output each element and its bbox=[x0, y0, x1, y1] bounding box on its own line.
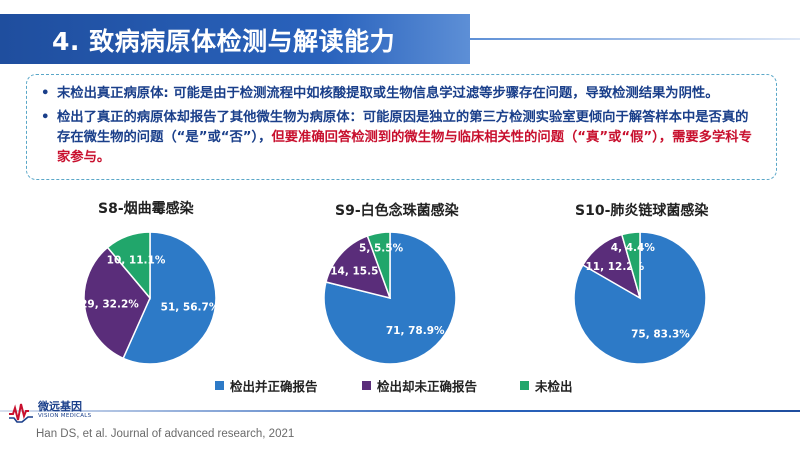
legend-swatch bbox=[520, 381, 529, 390]
legend-label: 检出并正确报告 bbox=[230, 379, 318, 394]
slice-not-detected bbox=[620, 231, 641, 299]
legend-item-reported-incorrectly: 检出却未正确报告 bbox=[362, 376, 477, 395]
pie-chart-s9: 71, 78.9% 14, 15.5% 5, 5.5% bbox=[323, 231, 457, 365]
company-logo: 微远基因 VISION MEDICALS bbox=[8, 398, 91, 428]
bullet-icon: • bbox=[41, 86, 50, 101]
note-item-2-text: 检出了真正的病原体却报告了其他微生物为病原体：可能原因是独立的第三方检测实验室更… bbox=[41, 108, 761, 168]
data-label: 5, 5.5% bbox=[359, 242, 404, 254]
slice-reported-correctly bbox=[122, 231, 217, 365]
legend-label: 未检出 bbox=[535, 379, 573, 394]
chart-title-s8: S8-烟曲霉感染 bbox=[98, 201, 194, 217]
logo-mark-icon bbox=[9, 403, 33, 423]
logo-text-zh: 微远基因 bbox=[38, 400, 82, 413]
slice-reported-incorrectly bbox=[83, 246, 151, 360]
slice-not-detected bbox=[106, 231, 151, 301]
note-item-2: • 检出了真正的病原体却报告了其他微生物为病原体：可能原因是独立的第三方检测实验… bbox=[41, 108, 761, 168]
legend-swatch bbox=[362, 381, 371, 390]
page-title: 4. 致病病原体检测与解读能力 bbox=[52, 27, 396, 56]
pie-chart-s10: 75, 83.3%11, 12.2%4, 4.4% bbox=[573, 231, 707, 365]
data-label: 29, 32.2% bbox=[80, 299, 139, 311]
logo-text-en: VISION MEDICALS bbox=[38, 413, 92, 419]
data-label: 14, 15.5% bbox=[330, 266, 389, 278]
footer-divider bbox=[0, 410, 800, 412]
note-item-2-highlight: 但要准确回答检测到的微生物与临床相关性的问题（“真”或“假”），需要多学科专家参… bbox=[57, 130, 752, 165]
legend-item-reported-correctly: 检出并正确报告 bbox=[215, 376, 318, 395]
chart-legend: 检出并正确报告 检出却未正确报告 未检出 bbox=[0, 376, 800, 396]
note-item-1: • 末检出真正病原体: 可能是由于检测流程中如核酸提取或生物信息学过滤等步骤存在… bbox=[41, 84, 761, 104]
data-label: 71, 78.9% bbox=[386, 325, 445, 337]
data-label: 10, 11.1% bbox=[107, 255, 166, 267]
legend-label: 检出却未正确报告 bbox=[377, 379, 478, 394]
note-item-1-text: 末检出真正病原体: 可能是由于检测流程中如核酸提取或生物信息学过滤等步骤存在问题… bbox=[57, 86, 719, 101]
chart-title-s9: S9-白色念珠菌感染 bbox=[335, 203, 459, 219]
data-label: 75, 83.3% bbox=[631, 328, 690, 340]
data-label: 4, 4.4% bbox=[611, 242, 656, 254]
citation: Han DS, et al. Journal of advanced resea… bbox=[36, 428, 295, 440]
bullet-icon: • bbox=[41, 110, 50, 125]
slice-reported-incorrectly bbox=[325, 235, 392, 300]
pie-chart-s8: 51, 56.7% 29, 32.2% 10, 11.1% bbox=[80, 231, 220, 365]
legend-item-not-detected: 未检出 bbox=[520, 376, 573, 395]
legend-swatch bbox=[215, 381, 224, 390]
chart-title-s10: S10-肺炎链球菌感染 bbox=[575, 203, 709, 219]
title-banner: 4. 致病病原体检测与解读能力 bbox=[0, 14, 470, 64]
title-divider bbox=[470, 38, 800, 40]
note-box: • 末检出真正病原体: 可能是由于检测流程中如核酸提取或生物信息学过滤等步骤存在… bbox=[26, 74, 777, 180]
note-item-2-prefix: 检出了真正的病原体却报告了其他微生物为病原体：可能原因是独立的第三方检测实验室更… bbox=[57, 110, 749, 145]
slice-not-detected bbox=[366, 231, 391, 299]
data-label: 51, 56.7% bbox=[161, 302, 220, 314]
